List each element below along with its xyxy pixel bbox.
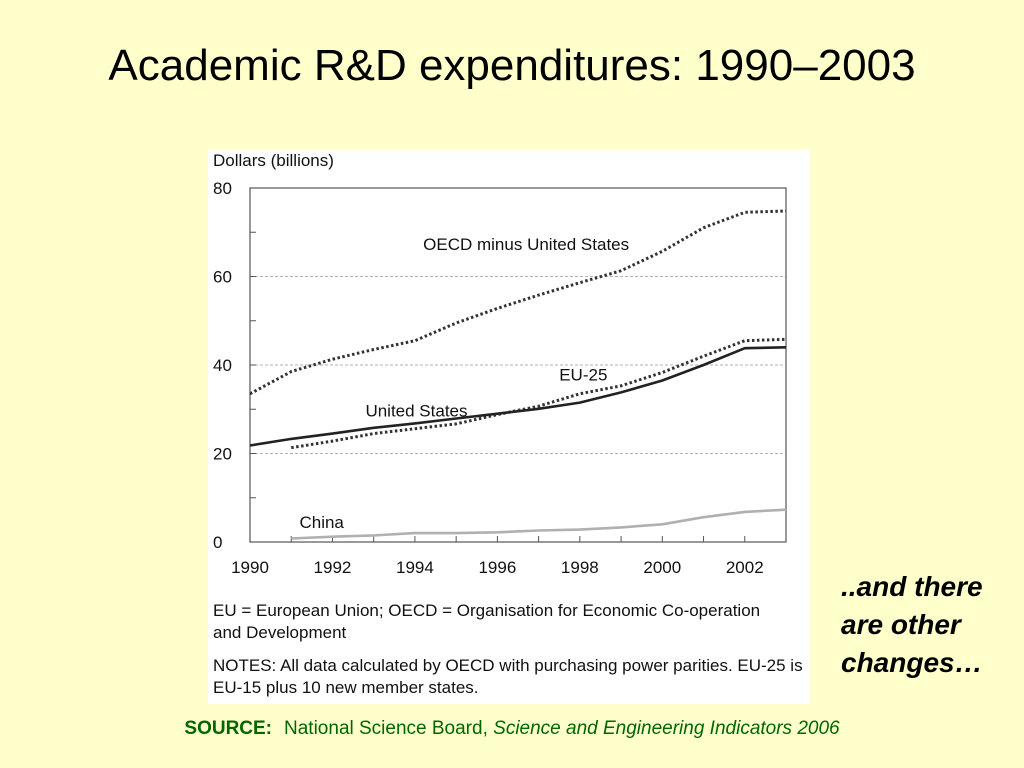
source-line: SOURCE: National Science Board, Science a… [0, 718, 1024, 740]
series-label: China [299, 513, 344, 532]
y-tick-label: 40 [213, 356, 232, 375]
y-tick-label: 60 [213, 268, 232, 287]
slide-title: Academic R&D expenditures: 1990–2003 [108, 41, 916, 90]
x-tick-label: 1994 [396, 558, 434, 577]
y-axis-label: Dollars (billions) [213, 151, 334, 170]
series-label: OECD minus United States [423, 235, 629, 254]
series-label: EU-25 [559, 365, 607, 384]
notes-text: NOTES: All data calculated by OECD with … [213, 656, 803, 697]
y-tick-label: 80 [213, 179, 232, 198]
source-text: National Science Board, [284, 718, 488, 739]
series-line-china [291, 508, 787, 540]
y-tick-label: 0 [213, 533, 222, 552]
x-tick-label: 2000 [643, 558, 681, 577]
y-tick-label: 20 [213, 445, 232, 464]
x-tick-label: 1992 [314, 558, 352, 577]
source-label: SOURCE: [184, 718, 273, 739]
x-tick-label: 1996 [478, 558, 516, 577]
series-label: United States [365, 401, 467, 420]
chart-panel: 0 20 40 60 80 1990 1992 1994 1996 1998 2000 2002 Dol… [208, 149, 810, 704]
source-title: Science and Engineering Indicators 2006 [493, 718, 840, 739]
side-note: ..and there are other changes… [841, 571, 983, 678]
series-line-oecd-minus-united-states [249, 209, 787, 396]
abbreviations-note: EU = European Union; OECD = Organisation… [213, 601, 761, 642]
x-tick-label: 1990 [231, 558, 269, 577]
series-line-united-states [249, 346, 787, 447]
series-line-eu-25 [290, 337, 787, 450]
x-tick-label: 1998 [561, 558, 599, 577]
line-chart: 0 20 40 60 80 1990 1992 1994 1996 1998 2000 2002 Dol… [213, 151, 787, 577]
x-tick-label: 2002 [726, 558, 764, 577]
